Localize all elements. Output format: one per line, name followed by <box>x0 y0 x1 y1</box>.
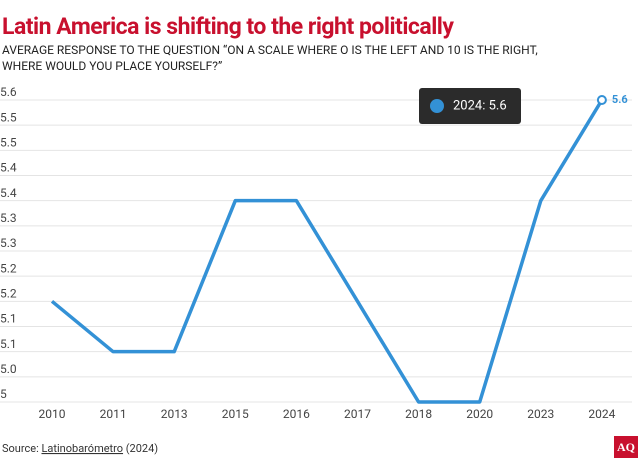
tooltip-box <box>419 88 521 124</box>
subtitle: WHERE WOULD YOU PLACE YOURSELF?” <box>2 59 222 73</box>
y-tick-label: 5.3 <box>0 211 17 225</box>
line <box>50 99 604 404</box>
y-tick-label: 5.2 <box>0 287 17 301</box>
y-tick-label: 5.0 <box>0 362 17 376</box>
source-suffix: (2024) <box>123 442 158 455</box>
x-tick-label: 2016 <box>283 407 310 421</box>
source-link[interactable]: Latinobarómetro <box>41 442 123 455</box>
x-tick-label: 2017 <box>344 407 371 421</box>
x-tick-label: 2010 <box>39 407 66 421</box>
y-tick-label: 5.4 <box>0 161 17 175</box>
x-tick-label: 2020 <box>466 407 493 421</box>
x-tick-label: 2013 <box>161 407 188 421</box>
chart-title: Latin America is shifting to the right p… <box>2 13 454 40</box>
data-label: 5.6 <box>612 93 628 106</box>
x-tick-label: 2024 <box>588 407 615 421</box>
tooltip-swatch <box>430 99 444 113</box>
logo: AQ <box>617 440 635 454</box>
logo-box <box>614 436 638 458</box>
x-tick-label: 2011 <box>100 407 127 421</box>
x-tick-label: 2015 <box>222 407 249 421</box>
x-tick-label: 2018 <box>405 407 432 421</box>
y-tick-label: 5.5 <box>0 136 17 150</box>
tooltip-text: 2024: 5.6 <box>453 98 507 113</box>
y-tick-label: 5.6 <box>0 85 17 99</box>
y-tick-label: 5.1 <box>0 312 17 326</box>
y-tick-label: 5.3 <box>0 236 17 250</box>
y-tick-label: 5.4 <box>0 186 17 200</box>
source: Source: Latinobarómetro (2024) <box>2 442 158 455</box>
x-tick-label: 2023 <box>527 407 554 421</box>
y-tick-label: 5 <box>0 387 7 401</box>
y-tick-label: 5.2 <box>0 261 17 275</box>
subtitle: AVERAGE RESPONSE TO THE QUESTION “ON A S… <box>2 43 538 57</box>
tooltip: 2024: 5.6 <box>419 88 521 124</box>
y-tick-label: 5.5 <box>0 110 17 124</box>
source-prefix: Source: <box>2 442 41 455</box>
y-tick-label: 5.1 <box>0 337 17 351</box>
point <box>596 95 607 105</box>
